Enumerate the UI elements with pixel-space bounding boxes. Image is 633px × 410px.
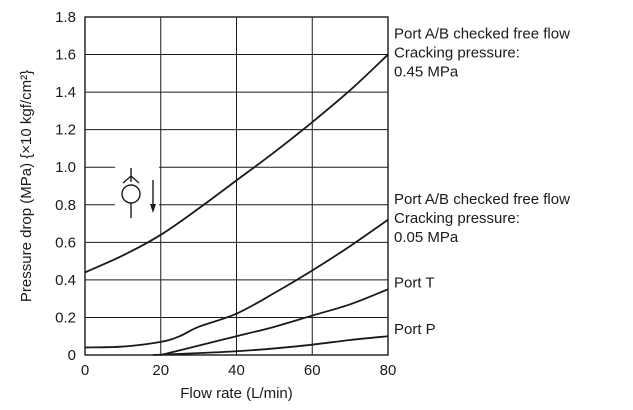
series-label-1-line-1: Cracking pressure: xyxy=(394,210,520,227)
series-label-0-line-2: 0.45 MPa xyxy=(394,64,459,81)
plot-frame xyxy=(84,16,389,356)
y-tick-label: 0.6 xyxy=(55,234,76,251)
grid-lines xyxy=(85,17,388,355)
series-label-3-line-0: Port P xyxy=(394,321,436,338)
series-line-0 xyxy=(84,53,389,274)
series-label-1-line-0: Port A/B checked free flow xyxy=(394,191,570,208)
series-label-2-line-0: Port T xyxy=(394,274,435,291)
y-tick-labels: 0 0.2 0.4 0.6 0.8 1.0 1.2 1.4 1.6 1.8 xyxy=(55,9,76,364)
y-tick-label: 1.2 xyxy=(55,122,76,139)
x-axis-title: Flow rate (L/min) xyxy=(180,385,293,402)
x-tick-label: 20 xyxy=(152,362,169,379)
series-line-3 xyxy=(153,335,389,356)
x-tick-label: 0 xyxy=(81,362,89,379)
x-tick-label: 40 xyxy=(228,362,245,379)
y-axis-title: Pressure drop (MPa) {×10 kgf/cm²} xyxy=(18,70,35,302)
series-label-0-line-1: Cracking pressure: xyxy=(394,45,520,62)
y-tick-label: 0.4 xyxy=(55,272,76,289)
x-tick-label: 60 xyxy=(304,362,321,379)
check-valve-icon xyxy=(115,165,159,223)
y-tick-label: 1.4 xyxy=(55,84,76,101)
series-labels: Port A/B checked free flow Cracking press… xyxy=(394,26,570,339)
series-label-0-line-0: Port A/B checked free flow xyxy=(394,26,570,43)
x-tick-labels: 0 20 40 60 80 xyxy=(81,362,397,379)
series-line-2 xyxy=(160,288,389,356)
series-line-1 xyxy=(84,219,389,349)
y-tick-label: 1.8 xyxy=(55,9,76,26)
y-tick-label: 1.6 xyxy=(55,47,76,64)
x-tick-label: 80 xyxy=(380,362,397,379)
y-tick-label: 1.0 xyxy=(55,159,76,176)
y-tick-label: 0 xyxy=(68,347,76,364)
series-lines xyxy=(84,53,389,356)
series-label-1-line-2: 0.05 MPa xyxy=(394,229,459,246)
y-tick-label: 0.2 xyxy=(55,309,76,326)
y-tick-label: 0.8 xyxy=(55,197,76,214)
